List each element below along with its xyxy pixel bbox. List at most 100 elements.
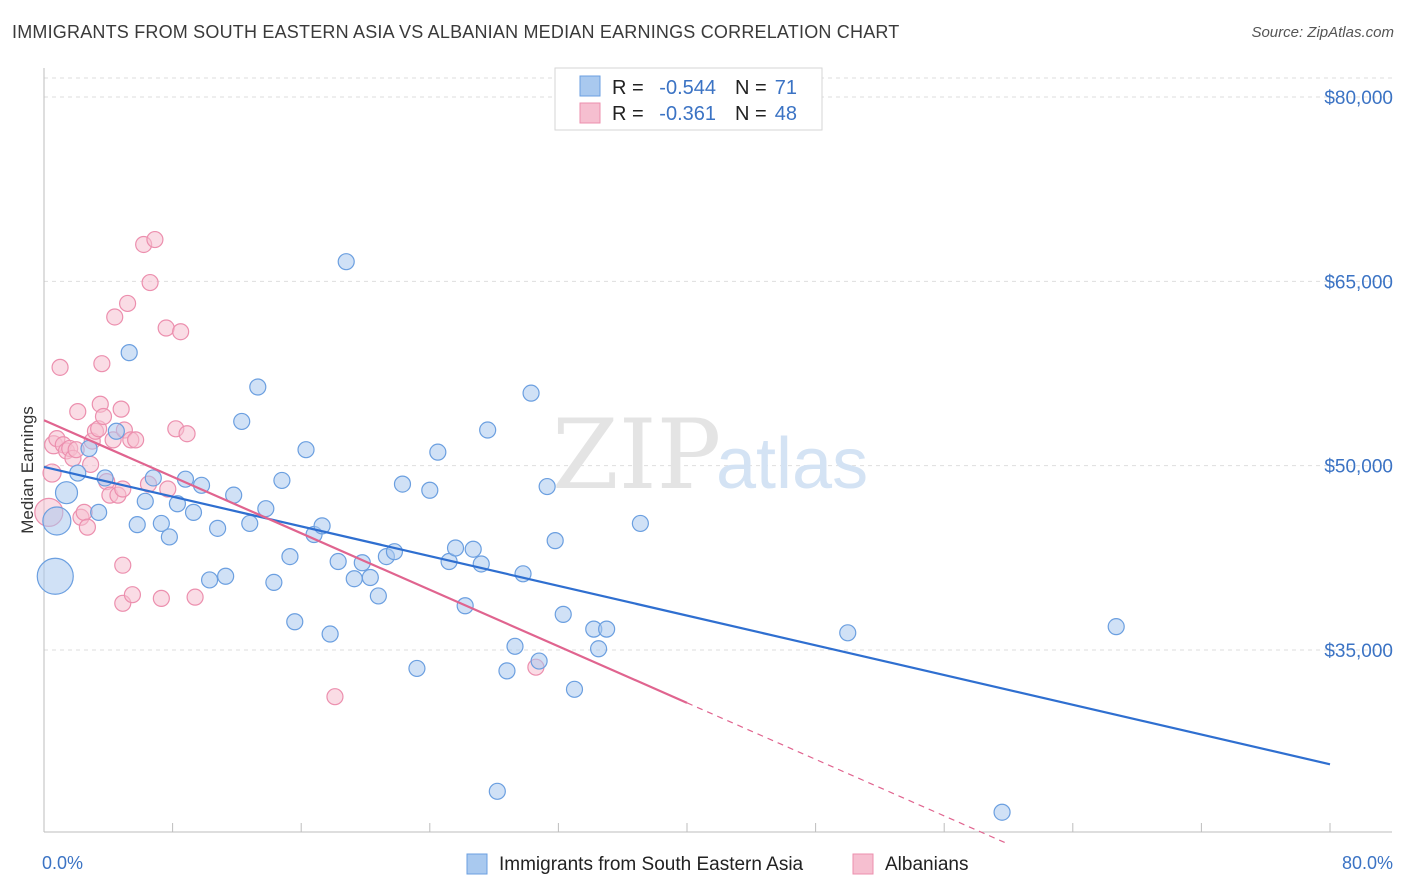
sea-point-64 bbox=[598, 620, 616, 638]
legend-swatch-sea bbox=[579, 75, 601, 97]
sea-point-36 bbox=[345, 570, 363, 588]
albanians-point-30 bbox=[127, 431, 145, 449]
sea-point-58 bbox=[538, 477, 556, 496]
x-tick-label-max: 80.0% bbox=[1342, 853, 1393, 873]
series-sea-points bbox=[36, 253, 1125, 821]
albanians-point-20 bbox=[94, 407, 113, 426]
legend-r-value-albanians: -0.361 bbox=[659, 103, 716, 125]
sea-point-8 bbox=[120, 344, 138, 362]
legend-r-label-albanians: R = bbox=[612, 103, 644, 125]
watermark-atlas: atlas bbox=[716, 424, 868, 504]
albanians-point-37 bbox=[159, 480, 177, 498]
x-tick-label-min: 0.0% bbox=[42, 853, 83, 873]
sea-point-13 bbox=[160, 528, 178, 546]
legend-n-label-albanians: N = bbox=[735, 103, 767, 125]
albanians-point-28 bbox=[118, 294, 137, 313]
albanians-point-40 bbox=[178, 425, 196, 443]
sea-point-47 bbox=[446, 539, 465, 557]
albanians-point-13 bbox=[78, 518, 97, 536]
sea-point-12 bbox=[152, 514, 170, 533]
y-tick-label-65000: $65,000 bbox=[1324, 272, 1393, 293]
bottom-legend-label-sea: Immigrants from South Eastern Asia bbox=[499, 854, 804, 875]
chart-title: IMMIGRANTS FROM SOUTH EASTERN ASIA VS AL… bbox=[12, 22, 900, 42]
sea-point-34 bbox=[329, 552, 347, 571]
legend-n-value-sea: 71 bbox=[775, 77, 797, 99]
trend-line-albanians-extension bbox=[686, 702, 1009, 845]
sea-point-7 bbox=[107, 422, 125, 440]
albanians-point-41 bbox=[186, 588, 204, 606]
bottom-legend: Immigrants from South Eastern Asia Alban… bbox=[466, 853, 968, 875]
albanians-point-24 bbox=[106, 308, 124, 326]
sea-point-38 bbox=[361, 568, 379, 587]
sea-point-39 bbox=[369, 587, 387, 605]
sea-point-45 bbox=[429, 443, 447, 461]
bottom-legend-swatch-albanians bbox=[852, 853, 874, 875]
albanians-point-44 bbox=[123, 586, 142, 604]
sea-point-20 bbox=[217, 567, 235, 585]
albanians-point-45 bbox=[326, 688, 344, 706]
sea-point-19 bbox=[209, 519, 227, 537]
trend-line-albanians bbox=[43, 419, 688, 704]
sea-point-67 bbox=[993, 803, 1011, 821]
sea-point-66 bbox=[839, 624, 857, 642]
sea-point-52 bbox=[488, 782, 506, 800]
legend-n-value-albanians: 48 bbox=[775, 103, 797, 125]
sea-point-27 bbox=[273, 471, 291, 490]
sea-point-6 bbox=[96, 469, 114, 487]
albanians-point-34 bbox=[146, 230, 164, 249]
albanians-point-26 bbox=[112, 400, 130, 418]
sea-point-22 bbox=[233, 412, 251, 431]
albanians-point-39 bbox=[172, 323, 190, 341]
sea-point-9 bbox=[128, 516, 146, 534]
sea-point-42 bbox=[393, 475, 412, 493]
sea-point-26 bbox=[265, 573, 283, 592]
sea-point-35 bbox=[337, 253, 355, 271]
sea-point-49 bbox=[464, 540, 482, 558]
albanians-point-19 bbox=[93, 355, 111, 373]
y-tick-label-80000: $80,000 bbox=[1324, 88, 1393, 109]
sea-point-54 bbox=[506, 637, 524, 655]
legend-swatch-albanians bbox=[579, 102, 601, 124]
sea-point-61 bbox=[565, 680, 584, 698]
sea-point-60 bbox=[554, 605, 572, 623]
albanians-point-33 bbox=[141, 273, 159, 292]
sea-point-0 bbox=[36, 557, 74, 595]
sea-point-30 bbox=[297, 441, 315, 459]
sea-point-23 bbox=[241, 514, 259, 533]
sea-point-11 bbox=[144, 469, 162, 487]
sea-point-18 bbox=[200, 571, 219, 589]
sea-point-59 bbox=[546, 532, 564, 550]
gridlines bbox=[44, 77, 1392, 651]
legend-r-value-sea: -0.544 bbox=[659, 77, 716, 99]
y-tick-label-35000: $35,000 bbox=[1324, 641, 1393, 662]
sea-point-24 bbox=[249, 378, 267, 396]
sea-point-53 bbox=[498, 662, 516, 680]
sea-point-29 bbox=[286, 613, 304, 631]
y-tick-label-50000: $50,000 bbox=[1324, 457, 1393, 478]
albanians-point-36 bbox=[157, 319, 175, 337]
legend-n-label-sea: N = bbox=[735, 77, 767, 99]
watermark-zip: ZIP bbox=[552, 399, 721, 511]
sea-point-65 bbox=[631, 514, 649, 533]
albanians-point-35 bbox=[152, 589, 170, 607]
sea-point-5 bbox=[90, 503, 108, 521]
x-axis-ticks bbox=[43, 823, 1331, 832]
albanians-point-42 bbox=[114, 556, 132, 574]
sea-point-1 bbox=[42, 506, 72, 536]
sea-point-33 bbox=[321, 625, 339, 643]
bottom-legend-swatch-sea bbox=[466, 853, 488, 875]
sea-point-16 bbox=[184, 503, 203, 521]
sea-point-43 bbox=[408, 659, 426, 678]
sea-point-56 bbox=[522, 384, 540, 402]
sea-point-57 bbox=[530, 652, 548, 670]
sea-point-28 bbox=[281, 548, 299, 566]
sea-point-10 bbox=[136, 492, 154, 510]
albanians-point-4 bbox=[51, 358, 69, 376]
source-credit: Source: ZipAtlas.com bbox=[1251, 24, 1394, 41]
sea-point-63 bbox=[589, 640, 608, 658]
sea-point-68 bbox=[1107, 618, 1125, 636]
trend-line-sea bbox=[43, 465, 1331, 766]
y-tick-labels: $35,000 $50,000 $65,000 $80,000 bbox=[1324, 88, 1393, 662]
albanians-point-10 bbox=[69, 402, 87, 421]
